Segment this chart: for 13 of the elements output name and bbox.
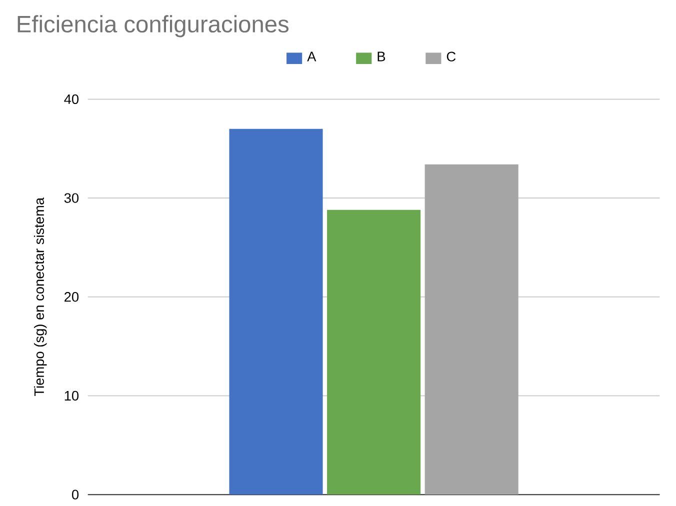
bar xyxy=(424,164,518,495)
y-tick-label: 10 xyxy=(64,390,79,401)
legend-label: C xyxy=(446,52,456,62)
y-tick-label: 30 xyxy=(64,193,79,203)
legend-label: B xyxy=(378,52,386,62)
chart-title: Eficiencia configuraciones xyxy=(18,15,289,38)
y-tick-label: 0 xyxy=(72,490,79,500)
y-tick-label: 40 xyxy=(64,94,79,104)
y-axis-title: Tiempo (sg) en conectar sistema xyxy=(34,197,47,396)
bar xyxy=(229,128,323,495)
y-tick-label: 20 xyxy=(64,292,79,302)
bar xyxy=(327,210,421,495)
legend-label: A xyxy=(307,52,316,62)
